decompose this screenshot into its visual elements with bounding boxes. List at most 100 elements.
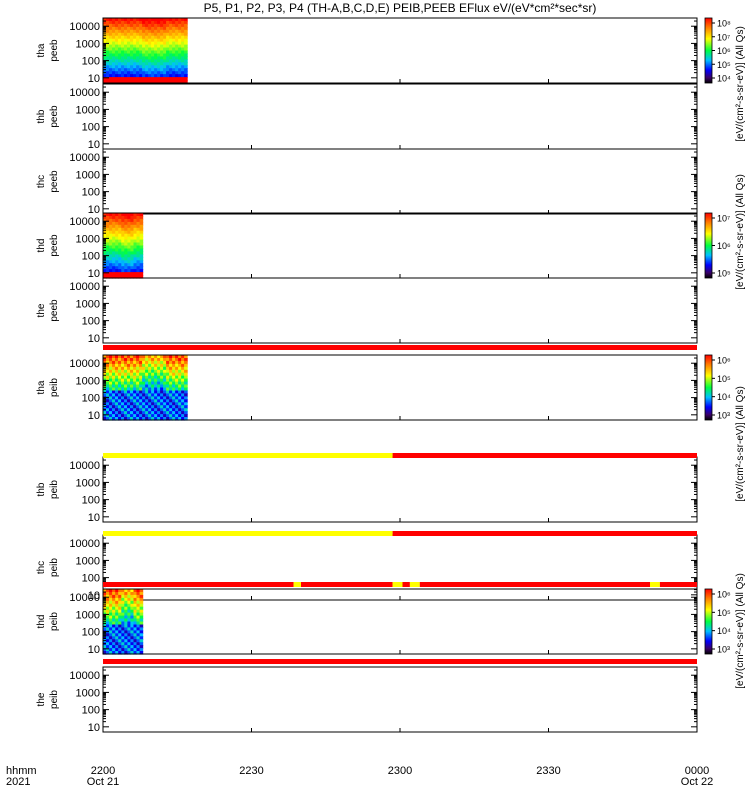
spectrogram-cell: [115, 393, 119, 397]
spectrogram-cell: [118, 363, 122, 368]
spectrogram-cell: [163, 74, 167, 78]
spectrogram-cell: [127, 387, 131, 392]
spectrogram-cell: [181, 369, 185, 374]
x-tick-label: 2230: [239, 765, 263, 777]
spectrogram-cell: [139, 213, 144, 217]
spectrogram-cell: [106, 266, 110, 270]
spectrogram-cell: [124, 612, 128, 617]
spectrogram-cell: [130, 636, 134, 640]
spectrogram-cell: [175, 32, 179, 37]
spectrogram-cell: [109, 603, 113, 608]
spectrogram-cell: [181, 80, 185, 84]
spectrogram-cell: [109, 369, 113, 374]
spectrogram-cell: [172, 77, 176, 81]
spectrogram-cell: [136, 50, 140, 55]
spectrogram-cell: [151, 47, 155, 52]
spectrogram-cell: [133, 393, 137, 397]
spectrogram-cell: [118, 44, 122, 49]
spectrogram-cell: [169, 50, 173, 55]
spectrogram-cell: [130, 597, 134, 602]
spectrogram-cell: [184, 59, 188, 63]
spectrogram-cell: [178, 396, 182, 400]
spectrogram-cell: [115, 355, 119, 359]
spectrogram-cell: [160, 381, 164, 386]
spectrogram-cells: [103, 355, 188, 421]
spectrogram-cell: [124, 236, 128, 241]
spectrogram-cell: [139, 597, 144, 602]
spectrogram-cell: [148, 62, 152, 66]
spectrogram-cell: [157, 50, 161, 55]
colorbar-label: [eV/(cm²-s-sr-eV)] (All Qs): [735, 573, 746, 689]
spectrogram-cell: [115, 402, 119, 406]
spectrogram-cell: [178, 358, 182, 362]
spectrogram-cell: [115, 381, 119, 386]
spectrogram-cell: [112, 275, 116, 279]
spectrogram-cell: [178, 71, 182, 75]
colorbar-scale: [704, 17, 713, 84]
spectrogram-cell: [115, 600, 119, 605]
spectrogram-cell: [130, 233, 134, 238]
spectrogram-cell: [145, 366, 149, 371]
spectrogram-cell: [109, 242, 113, 247]
spectrogram-cell: [160, 417, 164, 421]
spectrogram-cell: [145, 21, 149, 25]
spectrogram-cell: [121, 35, 125, 40]
spectrogram-cell: [148, 417, 152, 421]
spectrogram-cell: [118, 594, 122, 599]
flag-bar: [103, 582, 697, 587]
spectrogram-cell: [127, 402, 131, 406]
spectrogram-cell: [130, 21, 134, 25]
spectrogram-cell: [121, 358, 125, 362]
spectrogram-cell: [133, 594, 138, 599]
spectrogram-cell: [124, 266, 128, 270]
spectrogram-cell: [130, 405, 134, 409]
spectrogram-cell: [166, 53, 170, 58]
y-tick-label: 1000: [76, 104, 100, 116]
spectrogram-cell: [130, 358, 134, 362]
spectrogram-cell: [148, 21, 152, 25]
spectrogram-cell: [184, 360, 188, 365]
spectrogram-cell: [118, 50, 122, 55]
spectrogram-cell: [106, 355, 110, 359]
spectrogram-cell: [157, 408, 161, 412]
spectrogram-cell: [139, 378, 143, 383]
spectrogram-cell: [130, 71, 134, 75]
spectrogram-cell: [136, 242, 141, 247]
spectrogram-cell: [181, 59, 185, 63]
spectrogram-cell: [112, 77, 116, 81]
spectrogram-cell: [121, 630, 125, 634]
spectrogram-cell: [124, 372, 128, 377]
spectrogram-cell: [181, 44, 185, 49]
spectrogram-cell: [133, 417, 137, 421]
spectrogram-cell: [124, 62, 128, 66]
spectrogram-cell: [142, 408, 146, 412]
spectrogram-cell: [127, 603, 131, 608]
spectrogram-cell: [139, 269, 144, 273]
spectrogram-cell: [148, 387, 152, 392]
spectrogram-cell: [115, 263, 119, 267]
spectrogram-cell: [166, 384, 170, 389]
spectrogram-cell: [175, 38, 179, 43]
spectrogram-cell: [178, 411, 182, 415]
spectrogram-cell: [136, 44, 140, 49]
spectrogram-cell: [136, 612, 141, 617]
spectrogram-cell: [133, 384, 137, 389]
spectrogram-cell: [166, 411, 170, 415]
spectrogram-cell: [112, 230, 116, 235]
spectrogram-cell: [178, 41, 182, 46]
spectrogram-cell: [103, 360, 107, 365]
spectrogram-cell: [139, 618, 144, 623]
spectrogram-cell: [133, 642, 138, 646]
spectrogram-cell: [121, 77, 125, 81]
spectrogram-cell: [115, 230, 119, 235]
spectrogram-cell: [166, 23, 170, 28]
spectrogram-cell: [115, 56, 119, 60]
spectrogram-cell: [172, 65, 176, 69]
colorbar-tick-label: 10⁴: [717, 74, 731, 84]
spectrogram-cell: [118, 636, 122, 640]
spectrogram-cell: [124, 642, 128, 646]
spectrogram-cell: [136, 38, 140, 43]
spectrogram-cell: [109, 44, 113, 49]
